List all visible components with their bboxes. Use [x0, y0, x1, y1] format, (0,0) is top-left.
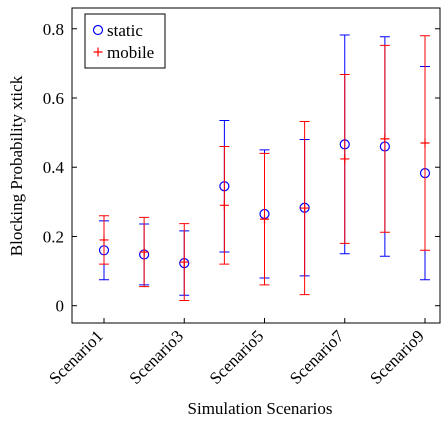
legend-label: mobile [107, 43, 154, 62]
y-tick-label: 0.4 [43, 158, 65, 177]
x-axis-label: Simulation Scenarios [188, 399, 333, 418]
x-tick-label: Scenario1 [45, 326, 107, 388]
point [260, 214, 269, 224]
point [139, 247, 149, 257]
point [380, 134, 390, 144]
point [420, 138, 430, 148]
x-tick-label: Scenario5 [206, 326, 268, 388]
y-tick-label: 0 [56, 297, 65, 316]
legend-marker [92, 24, 104, 36]
legend-marker [93, 47, 103, 57]
x-tick-label: Scenario3 [126, 326, 188, 388]
point [179, 257, 189, 267]
x-tick-label: Scenario7 [286, 326, 348, 388]
point [300, 203, 310, 213]
y-tick-label: 0.2 [43, 227, 64, 246]
point [99, 235, 109, 245]
legend-box [84, 13, 166, 69]
y-axis-label: Blocking Probability xtick [7, 75, 26, 256]
y-tick-label: 0.8 [43, 20, 64, 39]
legend-label: static [107, 21, 143, 40]
point [340, 154, 350, 164]
x-tick-label: Scenario9 [366, 326, 428, 388]
y-tick-label: 0.6 [43, 89, 64, 108]
plot-frame [71, 7, 441, 324]
point [219, 200, 229, 210]
